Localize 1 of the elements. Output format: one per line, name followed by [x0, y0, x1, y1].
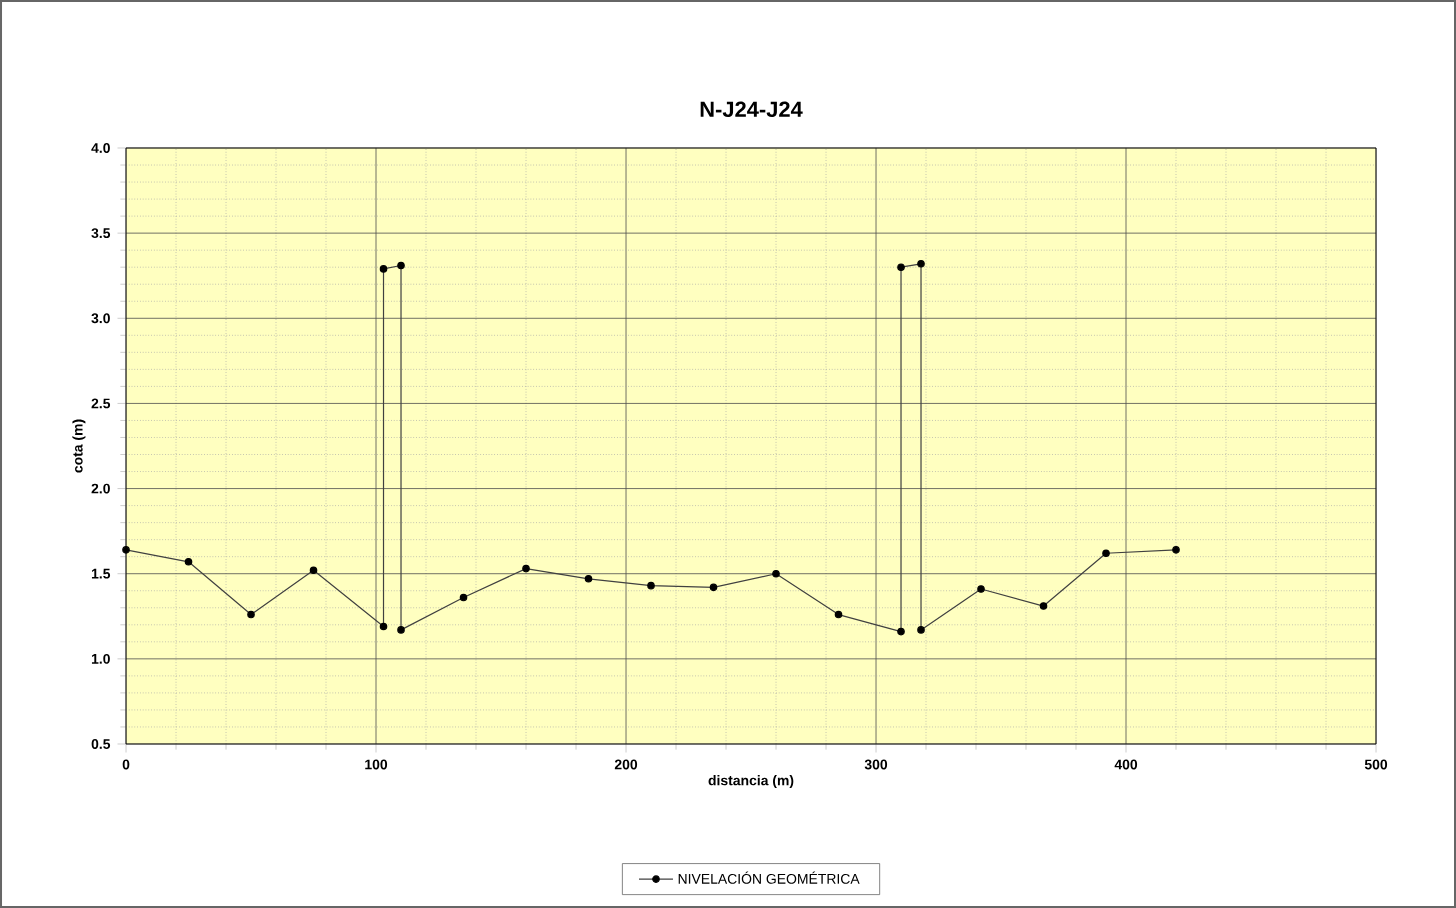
chart-title: N-J24-J24: [700, 101, 803, 118]
